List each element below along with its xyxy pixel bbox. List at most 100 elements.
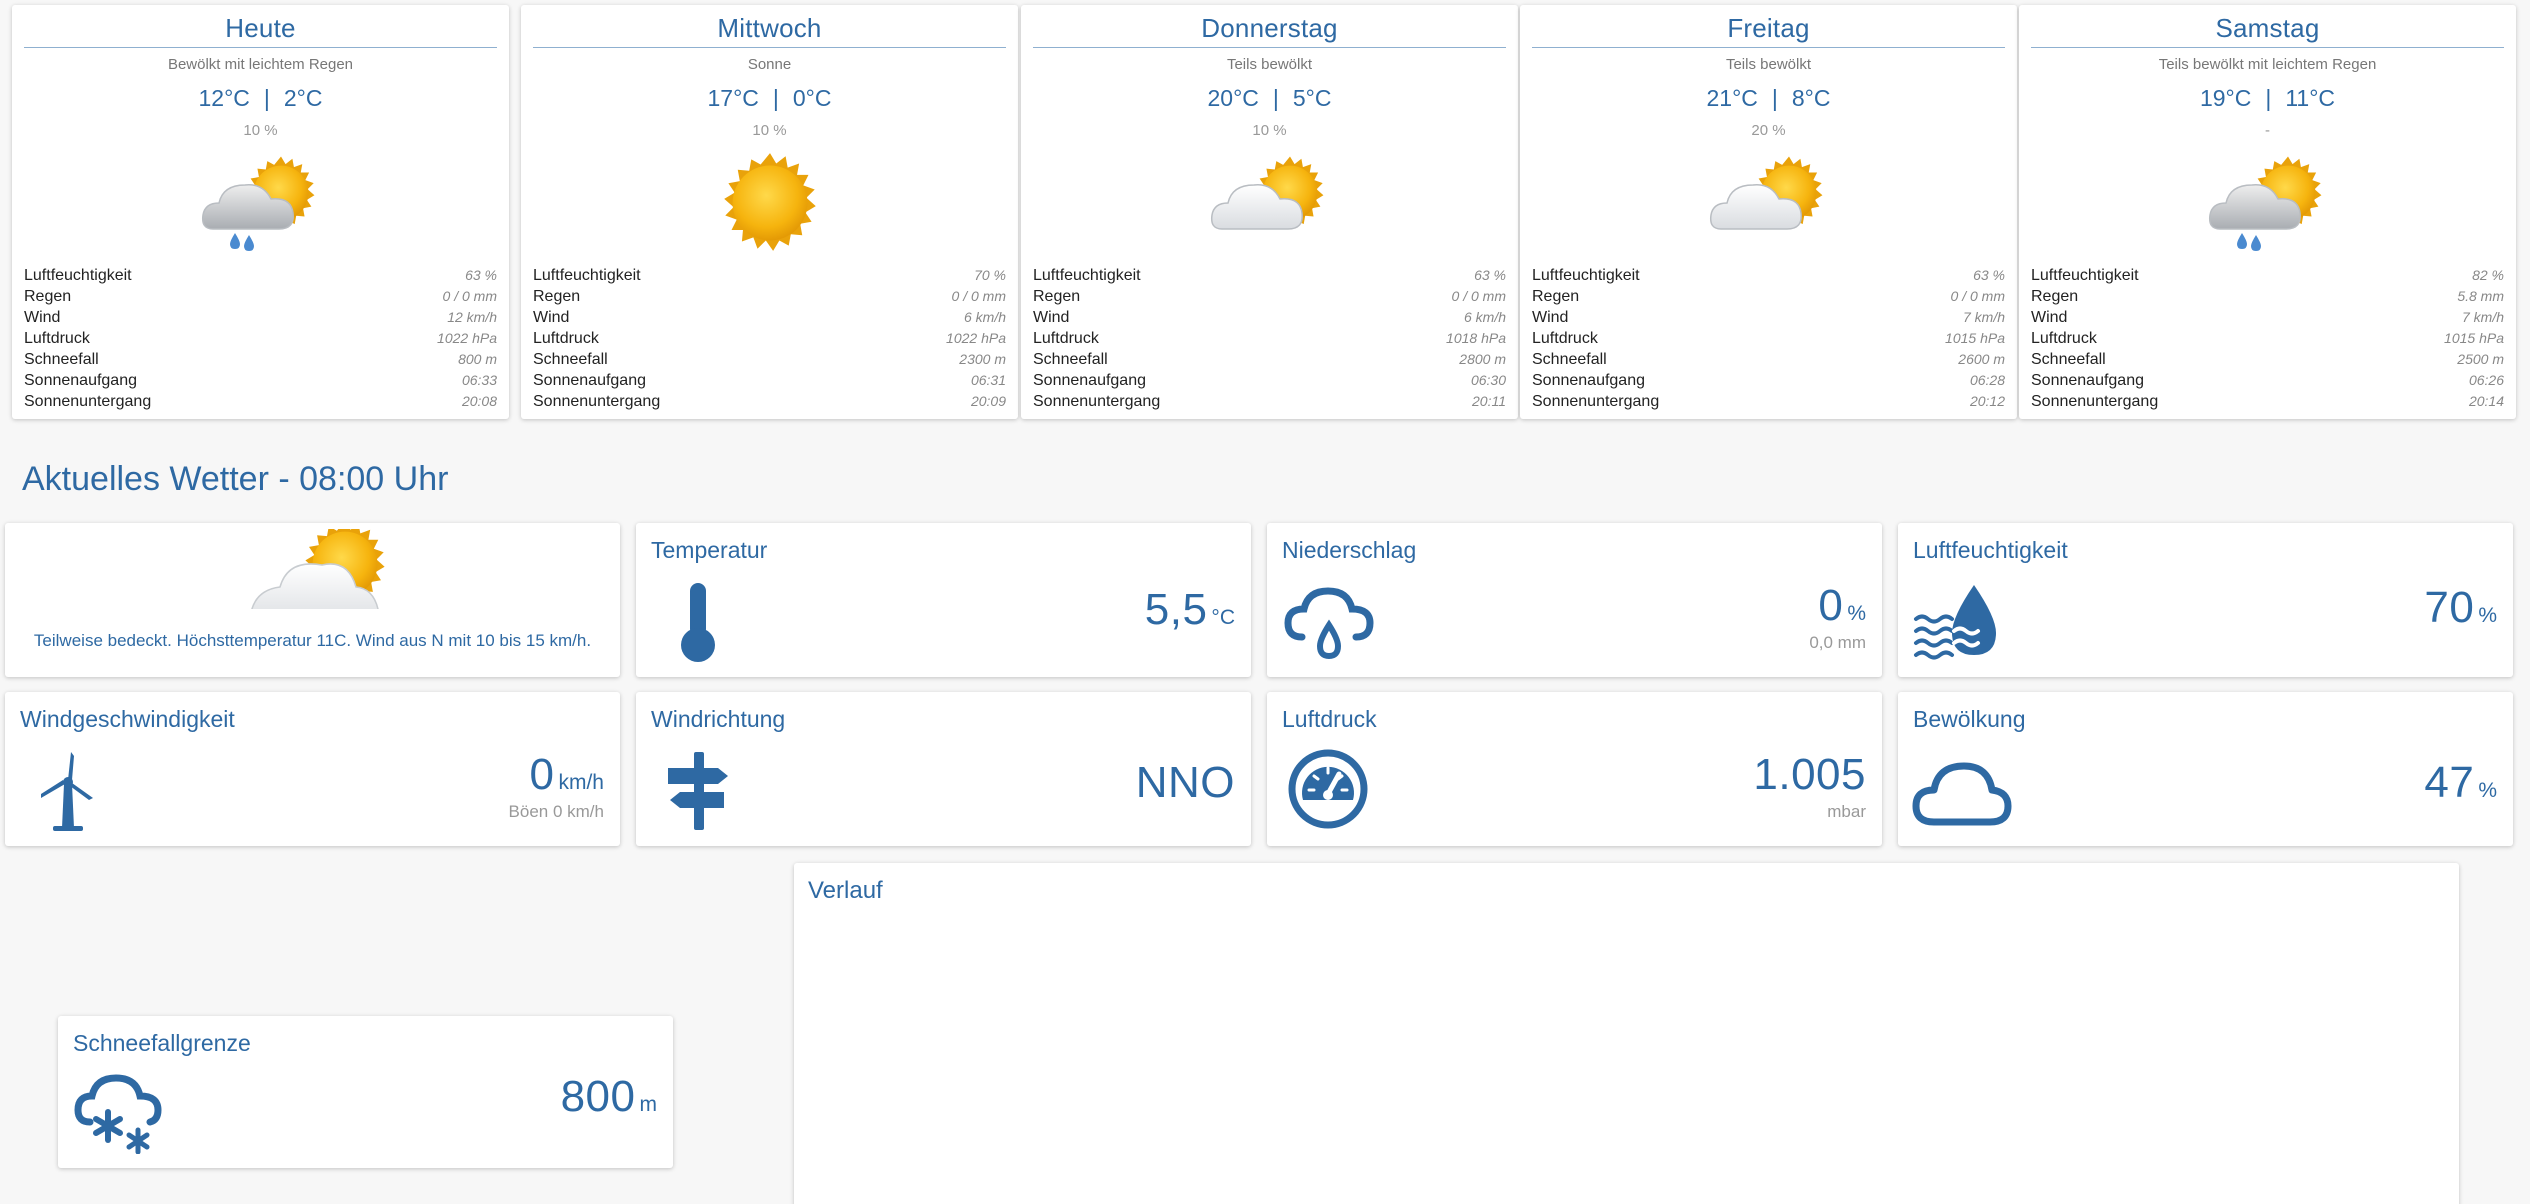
forecast-detail-value: 0 / 0 mm xyxy=(442,288,497,304)
forecast-description: Teils bewölkt xyxy=(1226,56,1313,73)
forecast-detail-value: 06:31 xyxy=(970,372,1006,388)
forecast-card-mittwoch: Mittwoch Sonne 17°C | 0°C 10 % Luftfeuchti… xyxy=(521,5,1018,419)
forecast-rain-probability: 20 % xyxy=(1751,122,1786,139)
forecast-detail-row: Sonnenuntergang 20:09 xyxy=(533,391,1006,412)
pressure-value: 1.005 xyxy=(1753,750,1866,799)
forecast-detail-row: Schneefall 2600 m xyxy=(1532,349,2005,370)
forecast-temperatures: 17°C | 0°C xyxy=(707,85,832,111)
forecast-details: Luftfeuchtigkeit 82 % Regen 5.8 mm Wind 7 km/… xyxy=(2031,265,2504,412)
forecast-detail-label: Schneefall xyxy=(2031,351,2106,368)
forecast-detail-label: Sonnenaufgang xyxy=(1532,372,1645,389)
forecast-detail-row: Sonnenaufgang 06:33 xyxy=(24,370,497,391)
forecast-detail-row: Luftdruck 1022 hPa xyxy=(24,328,497,349)
forecast-temp-max: 17°C xyxy=(707,85,759,111)
forecast-card-samstag: Samstag Teils bewölkt mit leichtem Regen… xyxy=(2019,5,2516,419)
forecast-detail-label: Regen xyxy=(533,288,581,305)
history-title: Verlauf xyxy=(808,877,883,904)
forecast-detail-row: Luftdruck 1015 hPa xyxy=(2031,328,2504,349)
wind-speed-tile: Windgeschwindigkeit 0 km/h Böen 0 km/h xyxy=(5,692,620,846)
forecast-detail-value: 70 % xyxy=(974,267,1006,283)
cloud-sun-icon xyxy=(1210,156,1323,230)
wind-gusts: Böen 0 km/h xyxy=(508,802,604,821)
precipitation-value: 0% xyxy=(1818,581,1866,630)
forecast-day: Donnerstag xyxy=(1033,13,1506,48)
forecast-detail-value: 63 % xyxy=(465,267,497,283)
forecast-detail-value: 20:09 xyxy=(970,393,1006,409)
forecast-detail-value: 7 km/h xyxy=(1962,309,2005,325)
forecast-detail-value: 7 km/h xyxy=(2461,309,2504,325)
forecast-detail-label: Sonnenaufgang xyxy=(533,372,646,389)
forecast-detail-row: Wind 6 km/h xyxy=(533,307,1006,328)
wind-direction-value: NNO xyxy=(1135,758,1235,807)
forecast-detail-row: Luftfeuchtigkeit 70 % xyxy=(533,265,1006,286)
forecast-detail-row: Luftfeuchtigkeit 63 % xyxy=(1033,265,1506,286)
forecast-detail-label: Regen xyxy=(1532,288,1580,305)
forecast-details: Luftfeuchtigkeit 63 % Regen 0 / 0 mm Wind 6 k… xyxy=(1033,265,1506,412)
wind-direction-tile: Windrichtung NNO xyxy=(636,692,1251,846)
snow-line-value: 800 m xyxy=(560,1072,657,1121)
forecast-temperatures: 19°C | 11°C xyxy=(2199,85,2336,111)
forecast-detail-row: Wind 6 km/h xyxy=(1033,307,1506,328)
forecast-detail-label: Sonnenuntergang xyxy=(24,393,152,410)
forecast-detail-label: Schneefall xyxy=(1532,351,1607,368)
forecast-rain-probability: - xyxy=(2265,122,2270,139)
forecast-detail-label: Luftdruck xyxy=(2031,330,2097,347)
forecast-detail-row: Luftdruck 1018 hPa xyxy=(1033,328,1506,349)
forecast-card-freitag: Freitag Teils bewölkt 21°C | 8°C 20 % Luft… xyxy=(1520,5,2017,419)
precipitation-amount: 0,0 mm xyxy=(1809,633,1866,652)
forecast-card-heute: Heute Bewölkt mit leichtem Regen 12°C | 2°… xyxy=(12,5,509,419)
history-chart-panel[interactable]: Verlauf xyxy=(794,863,2459,1204)
forecast-details: Luftfeuchtigkeit 63 % Regen 0 / 0 mm Wind 7 k… xyxy=(1532,265,2005,412)
forecast-detail-value: 6 km/h xyxy=(1463,309,1506,325)
forecast-detail-row: Wind 12 km/h xyxy=(24,307,497,328)
forecast-card-donnerstag: Donnerstag Teils bewölkt 20°C | 5°C 10 % L… xyxy=(1021,5,1518,419)
forecast-detail-label: Wind xyxy=(533,309,570,326)
forecast-temperatures: 20°C | 5°C xyxy=(1207,85,1332,111)
forecast-detail-value: 0 / 0 mm xyxy=(1950,288,2005,304)
cloud-sun-icon xyxy=(251,529,385,609)
forecast-detail-row: Sonnenuntergang 20:14 xyxy=(2031,391,2504,412)
cloudiness-value: 47% xyxy=(2424,758,2497,807)
forecast-detail-row: Sonnenuntergang 20:08 xyxy=(24,391,497,412)
forecast-detail-value: 20:11 xyxy=(1472,393,1506,409)
signpost-icon xyxy=(668,752,728,830)
forecast-description: Bewölkt mit leichtem Regen xyxy=(167,56,354,73)
forecast-detail-label: Luftfeuchtigkeit xyxy=(1033,267,1141,284)
humidity-title: Luftfeuchtigkeit xyxy=(1913,537,2068,563)
temperature-value: 5,5 °C xyxy=(1144,585,1235,634)
forecast-detail-row: Sonnenuntergang 20:11 xyxy=(1033,391,1506,412)
pressure-unit: mbar xyxy=(1827,802,1866,821)
wind-direction-title: Windrichtung xyxy=(651,706,786,732)
cloud-sun-rain-icon xyxy=(2208,156,2321,251)
forecast-temp-max: 20°C xyxy=(1207,85,1259,111)
forecast-detail-row: Sonnenaufgang 06:30 xyxy=(1033,370,1506,391)
forecast-detail-value: 0 / 0 mm xyxy=(1451,288,1506,304)
pressure-tile: Luftdruck 1.005 mbar xyxy=(1267,692,1882,846)
forecast-detail-value: 63 % xyxy=(1474,267,1506,283)
forecast-detail-label: Luftdruck xyxy=(1033,330,1099,347)
cloudiness-title: Bewölkung xyxy=(1913,706,2026,732)
forecast-detail-label: Wind xyxy=(24,309,61,326)
forecast-detail-value: 82 % xyxy=(2472,267,2504,283)
current-weather-title: Aktuelles Wetter - 08:00 Uhr xyxy=(22,460,449,498)
forecast-detail-label: Luftfeuchtigkeit xyxy=(24,267,132,284)
forecast-details: Luftfeuchtigkeit 63 % Regen 0 / 0 mm Wind 12 … xyxy=(24,265,497,412)
forecast-detail-label: Luftfeuchtigkeit xyxy=(533,267,641,284)
current-condition-tile: Teilweise bedeckt. Höchsttemperatur 11C.… xyxy=(5,523,620,677)
forecast-temp-max: 21°C xyxy=(1706,85,1758,111)
forecast-detail-label: Luftdruck xyxy=(1532,330,1598,347)
forecast-detail-label: Sonnenaufgang xyxy=(2031,372,2144,389)
forecast-detail-row: Sonnenaufgang 06:28 xyxy=(1532,370,2005,391)
forecast-detail-row: Sonnenaufgang 06:26 xyxy=(2031,370,2504,391)
forecast-detail-value: 06:33 xyxy=(461,372,497,388)
forecast-detail-row: Regen 0 / 0 mm xyxy=(24,286,497,307)
forecast-detail-row: Regen 0 / 0 mm xyxy=(1532,286,2005,307)
forecast-temp-max: 19°C xyxy=(2199,85,2252,111)
wind-turbine-icon xyxy=(41,752,93,831)
snow-line-title: Schneefallgrenze xyxy=(73,1030,251,1056)
forecast-detail-label: Luftdruck xyxy=(533,330,599,347)
forecast-day: Heute xyxy=(24,13,497,48)
forecast-detail-label: Schneefall xyxy=(1033,351,1108,368)
forecast-detail-row: Luftfeuchtigkeit 82 % xyxy=(2031,265,2504,286)
forecast-day: Mittwoch xyxy=(533,13,1006,48)
